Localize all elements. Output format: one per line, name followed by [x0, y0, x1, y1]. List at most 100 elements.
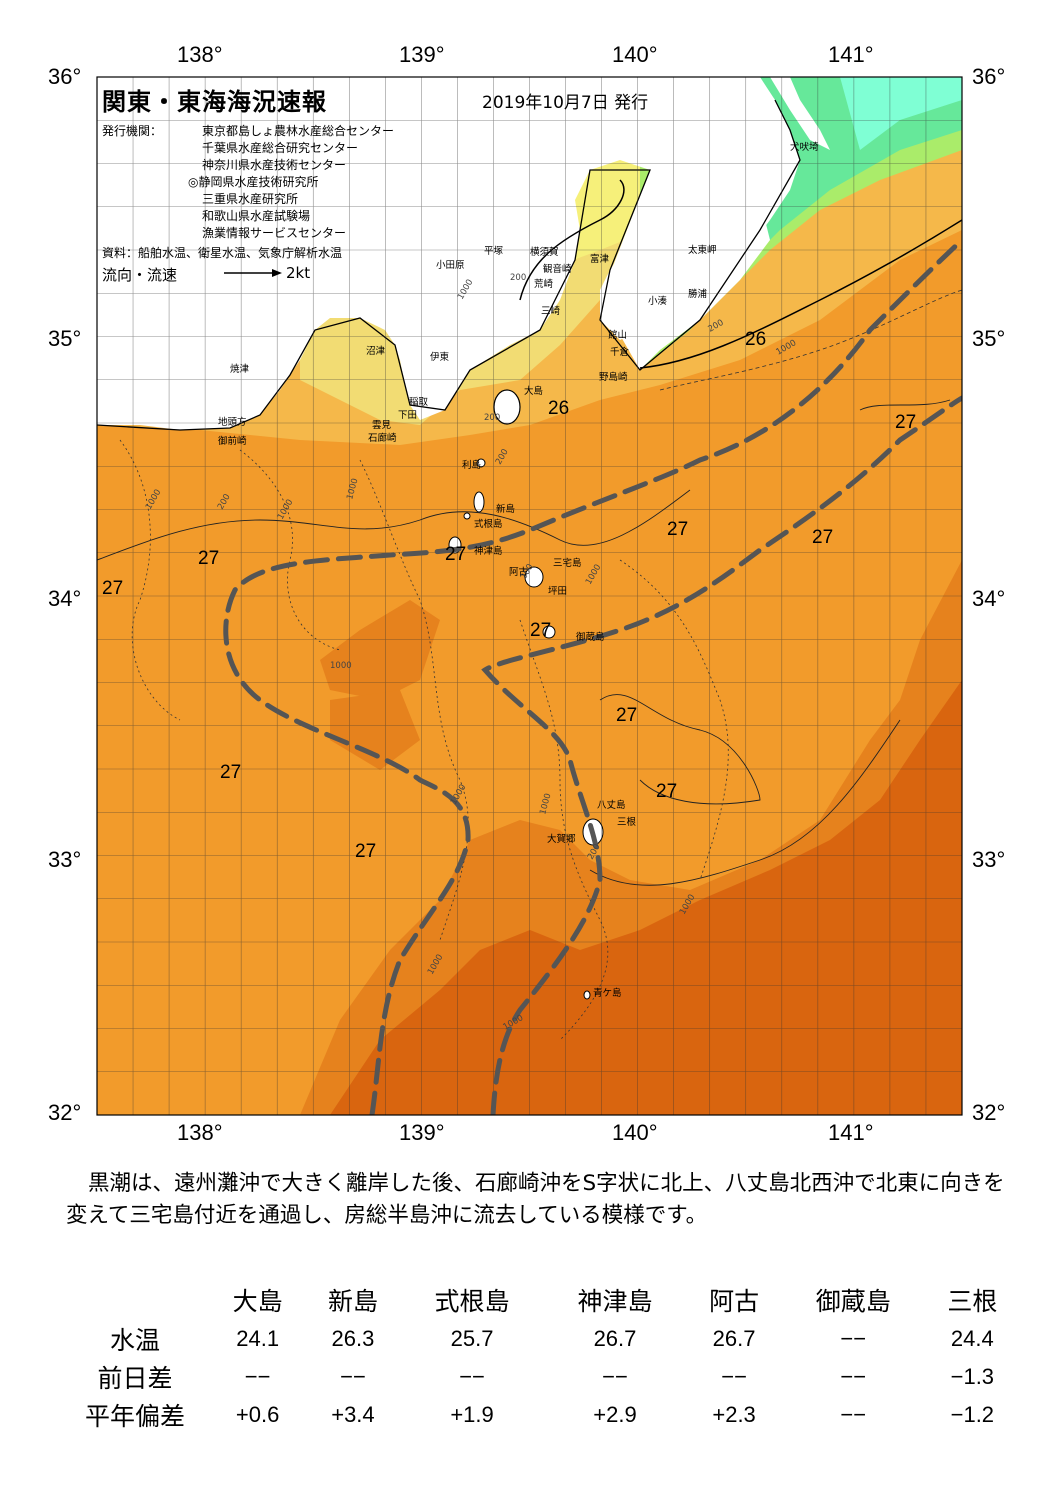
- place-name: 富津: [590, 253, 610, 265]
- island-oshima: [493, 389, 521, 425]
- station-header: 神津島: [577, 1287, 653, 1316]
- place-name: 雲見: [372, 420, 392, 431]
- summary-text: 黒潮は、遠州灘沖で大きく離岸した後、石廊崎沖をS字状に北上、八丈島北西沖で北東に…: [66, 1171, 1005, 1228]
- place-name: 勝浦: [688, 288, 708, 300]
- current-legend-arrow-icon: [224, 269, 282, 277]
- isotherm-label: 27: [102, 578, 123, 599]
- lat-label-left: 32°: [48, 1100, 82, 1125]
- current-legend-label: 流向・流速: [102, 266, 178, 284]
- isotherm-label: 26: [745, 329, 766, 350]
- issuer-name: 神奈川県水産技術センター: [202, 158, 347, 172]
- depth-label: 200: [510, 273, 526, 283]
- isotherm-label: 27: [355, 841, 376, 862]
- isotherm-line: [589, 719, 901, 886]
- island-toshima: [476, 458, 486, 468]
- depth-contour: [119, 439, 181, 721]
- row-label: 平年偏差: [84, 1402, 185, 1431]
- isotherm-labels: 26 26 27 27 27 27 27 27 27 27 27 27 27: [102, 329, 916, 862]
- isotherm-label: 27: [667, 519, 688, 540]
- place-name: 小湊: [648, 295, 668, 307]
- island-shikinejima: [463, 512, 471, 520]
- place-name: 阿古: [509, 566, 529, 578]
- isotherm-label: 27: [220, 762, 241, 783]
- table-cell: +3.4: [331, 1402, 375, 1427]
- table-row: 水温 24.1 26.3 25.7 26.7 26.7 −− 24.4: [60, 1320, 1020, 1358]
- depth-contour: [659, 289, 962, 391]
- row-label: 水温: [109, 1326, 160, 1355]
- map-canvas: 26 26 27 27 27 27 27 27 27 27 27 27 27 犬…: [96, 76, 963, 1116]
- table-cell: +2.9: [593, 1402, 637, 1427]
- place-name: 焼津: [230, 363, 250, 375]
- place-name: 青ケ島: [593, 987, 622, 999]
- station-header: 阿古: [709, 1287, 760, 1316]
- table-cell: −−: [459, 1364, 485, 1389]
- lat-label-right: 32°: [972, 1100, 1006, 1125]
- place-name: 千倉: [610, 346, 630, 358]
- lon-label-top: 138°: [177, 42, 223, 67]
- lat-label-right: 36°: [972, 64, 1006, 89]
- lat-label-right: 34°: [972, 586, 1006, 611]
- lat-label-left: 35°: [48, 326, 82, 351]
- table-cell: −−: [721, 1364, 747, 1389]
- place-name: 荒崎: [534, 278, 554, 290]
- lon-label-bottom: 138°: [177, 1120, 223, 1145]
- issuer-name: 漁業情報サービスセンター: [202, 226, 347, 240]
- place-name: 平塚: [484, 246, 504, 257]
- table-cell: −−: [244, 1364, 271, 1389]
- table-cell: −−: [840, 1364, 867, 1389]
- depth-contour: [619, 559, 729, 881]
- place-name: 御蔵島: [576, 631, 605, 643]
- lat-label-left: 34°: [48, 586, 82, 611]
- issuer-name: ◎静岡県水産技術研究所: [188, 175, 319, 189]
- isotherm-line: [519, 179, 625, 301]
- place-name: 利島: [462, 459, 481, 471]
- place-name: 式根島: [474, 518, 503, 530]
- isotherm-label: 27: [530, 620, 551, 641]
- place-name: 大賀郷: [547, 833, 576, 845]
- map-header: 関東・東海海況速報 2019年10月7日 発行 発行機関： 東京都島しょ農林水産…: [100, 82, 700, 292]
- station-table: 大島 新島 式根島 神津島 阿古 御蔵島 三根 水温 24.1 26.3 25.…: [60, 1280, 1020, 1434]
- table-cell: 24.1: [236, 1326, 280, 1351]
- place-name: 犬吠埼: [790, 141, 819, 153]
- isotherm-label: 27: [656, 781, 677, 802]
- isotherm-label: 27: [812, 527, 833, 548]
- isotherm-label: 27: [616, 705, 637, 726]
- sst-zone-28-patch: [320, 600, 440, 700]
- station-header: 御蔵島: [815, 1287, 891, 1316]
- land-honshu: [97, 77, 800, 430]
- table-cell: −1.2: [950, 1402, 995, 1427]
- kuroshio-axis-branch: [481, 395, 962, 1115]
- issuer-name: 和歌山県水産試験場: [202, 209, 311, 223]
- table-cell: 26.7: [712, 1326, 756, 1351]
- issuer-name: 千葉県水産総合研究センター: [202, 141, 359, 155]
- issuer-name: 東京都島しょ農林水産総合センター: [202, 124, 395, 138]
- isotherm-label: 26: [548, 398, 569, 419]
- lon-label-bottom: 139°: [399, 1120, 445, 1145]
- lon-label-top: 141°: [828, 42, 874, 67]
- table-cell: 26.7: [593, 1326, 637, 1351]
- issue-date: 2019年10月7日 発行: [482, 93, 649, 113]
- place-name: 大島: [524, 385, 543, 397]
- island-mikurajima: [542, 625, 556, 639]
- place-name: 御前崎: [218, 435, 247, 447]
- place-name: 館山: [608, 329, 627, 341]
- table-cell: 26.3: [331, 1326, 375, 1351]
- lon-label-bottom: 140°: [612, 1120, 658, 1145]
- place-name: 三宅島: [553, 557, 582, 569]
- place-name: 下田: [398, 410, 417, 421]
- coastline: [97, 99, 801, 431]
- table-header-row: 大島 新島 式根島 神津島 阿古 御蔵島 三根: [60, 1280, 1020, 1320]
- row-label: 前日差: [97, 1364, 173, 1393]
- lat-label-left: 33°: [48, 847, 82, 872]
- isotherm-line: [599, 694, 761, 805]
- place-name: 八丈島: [597, 799, 626, 811]
- table-cell: +1.9: [450, 1402, 494, 1427]
- place-name: 三崎: [541, 305, 561, 317]
- table-cell: +2.3: [712, 1402, 756, 1427]
- lon-label-top: 139°: [399, 42, 445, 67]
- isotherm-line: [97, 489, 691, 561]
- land-boso: [600, 100, 770, 370]
- table-cell: 24.4: [950, 1326, 994, 1351]
- table-cell: 25.7: [450, 1326, 494, 1351]
- island-niijima: [473, 491, 485, 513]
